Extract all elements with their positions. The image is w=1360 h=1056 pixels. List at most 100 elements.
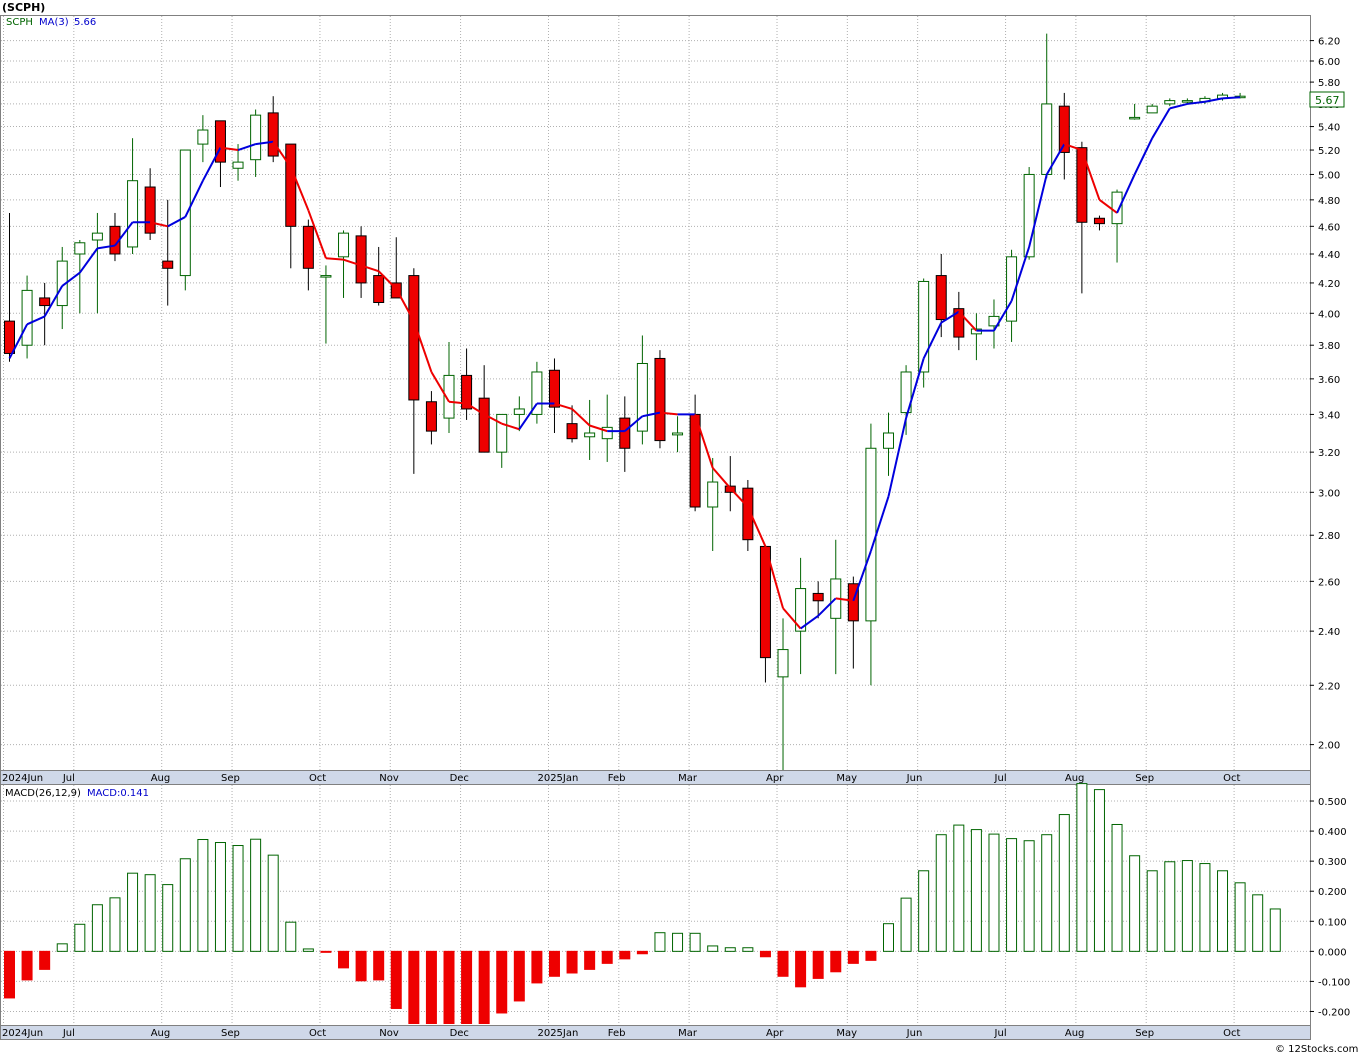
- ma-segment: [272, 141, 292, 168]
- macd-bar-negative: [4, 950, 15, 999]
- ma-segment: [220, 146, 239, 152]
- macd-bar-positive: [127, 872, 139, 952]
- macd-bar-negative: [531, 950, 543, 984]
- macd-bar-positive: [742, 947, 754, 952]
- macd-bar-negative: [795, 950, 807, 988]
- ma-segment: [201, 147, 222, 182]
- price-x-tick-label: Jun: [906, 773, 923, 784]
- ma-segment: [1098, 199, 1118, 214]
- price-tick-label: 4.40: [1318, 250, 1340, 261]
- macd-bar-positive: [1217, 870, 1229, 952]
- macd-bar-positive: [935, 834, 947, 952]
- candle-down: [654, 357, 666, 442]
- candle-down: [302, 225, 314, 269]
- candle-up: [1006, 256, 1018, 322]
- ma-segment: [782, 607, 802, 630]
- candle-up: [1041, 103, 1053, 175]
- candle-down: [935, 275, 947, 321]
- macd-x-tick-label: Aug: [151, 1028, 171, 1039]
- ma-segment: [1063, 143, 1083, 151]
- candle-up: [496, 413, 508, 453]
- macd-bar-negative: [338, 950, 350, 969]
- price-x-tick-label: Apr: [766, 773, 784, 784]
- ma-segment: [167, 216, 186, 228]
- macd-bar-negative: [777, 950, 789, 977]
- price-tick-label: 2.40: [1318, 627, 1340, 638]
- candle-down: [759, 545, 771, 659]
- macd-bar-positive: [179, 858, 191, 952]
- price-tick-label: 6.20: [1318, 37, 1340, 48]
- candle-up: [320, 275, 332, 278]
- macd-bar-positive: [1129, 855, 1141, 952]
- price-tick-label: 3.60: [1318, 375, 1340, 386]
- ma-segment: [1080, 149, 1101, 201]
- macd-bar-negative: [812, 950, 824, 979]
- ma-segment: [377, 270, 397, 290]
- ma-segment: [184, 180, 204, 218]
- price-tick-label: 2.80: [1318, 531, 1340, 542]
- macd-bar-negative: [865, 950, 877, 961]
- macd-bar-positive: [970, 829, 982, 952]
- macd-bar-positive: [707, 945, 719, 952]
- candle-up: [232, 161, 244, 169]
- macd-tick-label: 0.200: [1318, 887, 1347, 898]
- macd-panel-label: MACD(26,12,9): [5, 788, 81, 799]
- macd-bar-negative: [759, 950, 771, 958]
- candle-down: [4, 320, 15, 354]
- last-price-tag-box: [1309, 91, 1345, 108]
- ma-segment: [483, 413, 503, 425]
- ma-segment: [746, 506, 767, 547]
- candle-up: [531, 371, 543, 415]
- macd-bar-positive: [724, 947, 736, 952]
- candle-down: [1076, 147, 1088, 223]
- macd-bar-negative: [478, 950, 490, 1024]
- macd-bar-positive: [988, 833, 1000, 952]
- macd-bar-positive: [672, 932, 684, 952]
- macd-x-tick-label: 2025Jan: [537, 1028, 578, 1039]
- macd-bar-positive: [1093, 789, 1105, 952]
- ma-segment: [79, 247, 99, 274]
- ma-segment: [307, 209, 327, 259]
- price-x-tick-label: Oct: [1223, 773, 1240, 784]
- macd-bar-negative: [39, 950, 51, 970]
- ma-segment: [764, 546, 784, 609]
- ma-segment: [1169, 102, 1188, 110]
- ma-segment: [1187, 100, 1206, 105]
- ma-segment: [800, 614, 819, 630]
- macd-x-tick-label: May: [836, 1028, 857, 1039]
- price-tick-label: 5.20: [1318, 146, 1340, 157]
- macd-bar-positive: [214, 842, 226, 952]
- ma-segment: [624, 415, 644, 432]
- price-x-tick-label: Mar: [678, 773, 698, 784]
- macd-x-tick-label: Sep: [221, 1028, 240, 1039]
- macd-bar-positive: [1234, 882, 1246, 952]
- price-tick-label: 3.00: [1318, 488, 1340, 499]
- candle-up: [1146, 105, 1158, 114]
- price-x-tick-label: Aug: [151, 773, 171, 784]
- price-x-tick-label: Dec: [450, 773, 469, 784]
- macd-bar-positive: [1006, 838, 1018, 952]
- candle-up: [21, 289, 33, 346]
- macd-tick-label: 0.300: [1318, 857, 1347, 868]
- candle-down: [478, 397, 490, 453]
- macd-bar-positive: [1252, 894, 1264, 952]
- ma-segment: [237, 143, 256, 151]
- candlesticks: [4, 33, 1246, 770]
- candle-up: [197, 129, 209, 145]
- candle-up: [179, 149, 191, 277]
- ma-segment: [395, 288, 415, 322]
- price-tick-label: 2.60: [1318, 577, 1340, 588]
- macd-tick-label: 0.000: [1318, 947, 1347, 958]
- price-tick-label: 5.00: [1318, 170, 1340, 181]
- macd-x-tick-label: Oct: [1223, 1028, 1240, 1039]
- price-x-axis: 2024Jun Jul Aug Sep Oct Nov Dec 2025Jan Feb Mar Ap…: [2, 773, 1240, 784]
- ma-segment: [448, 400, 467, 405]
- ma-segment: [1151, 107, 1171, 139]
- macd-bar-negative: [373, 950, 385, 981]
- ma-segment: [26, 315, 46, 326]
- candle-up: [1111, 191, 1123, 225]
- macd-bar-positive: [197, 839, 209, 952]
- legend-symbol: SCPH: [6, 17, 33, 28]
- ma-segment: [1010, 246, 1031, 302]
- macd-x-tick-label: Jul: [62, 1028, 75, 1039]
